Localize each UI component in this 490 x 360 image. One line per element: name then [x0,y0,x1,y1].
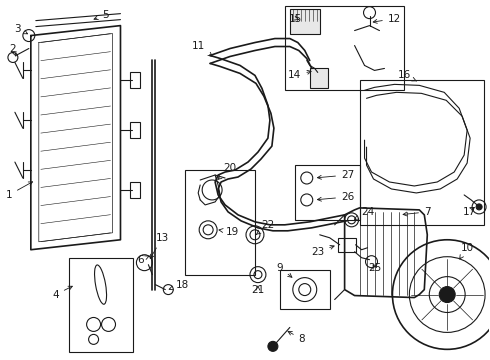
Circle shape [439,287,455,302]
Text: 17: 17 [463,207,476,217]
Text: 11: 11 [192,41,212,56]
Text: 20: 20 [218,163,237,180]
Text: 26: 26 [318,192,354,202]
Bar [360,80,484,225]
Text: 16: 16 [398,71,416,81]
Text: 10: 10 [460,243,474,259]
Text: 19: 19 [219,227,239,237]
Text: 6: 6 [137,255,149,265]
Bar [290,9,319,33]
Bar [280,270,330,310]
Text: 25: 25 [368,263,381,273]
Text: 9: 9 [276,263,292,277]
Text: 23: 23 [311,246,334,257]
Text: 4: 4 [52,286,73,300]
Text: 15: 15 [289,14,302,24]
Text: 21: 21 [251,284,265,294]
Text: 1: 1 [5,182,32,200]
Circle shape [476,204,482,210]
Bar [185,170,255,275]
Bar [295,165,360,220]
Text: 27: 27 [318,170,354,180]
Text: 24: 24 [354,207,374,219]
Bar [130,72,141,88]
Text: 12: 12 [373,14,401,24]
Bar [130,122,141,138]
Text: 7: 7 [403,207,431,217]
Bar [69,258,133,352]
Text: 14: 14 [288,71,311,80]
Bar [338,238,356,252]
Bar [130,182,141,198]
Text: 5: 5 [94,10,109,20]
Bar [310,68,328,88]
Text: 13: 13 [150,233,169,258]
Circle shape [268,341,278,351]
Text: 18: 18 [169,280,189,290]
Text: 3: 3 [15,24,27,34]
Text: 8: 8 [288,331,305,345]
Bar [285,6,404,90]
Text: 22: 22 [256,220,274,234]
Text: 2: 2 [10,44,16,56]
